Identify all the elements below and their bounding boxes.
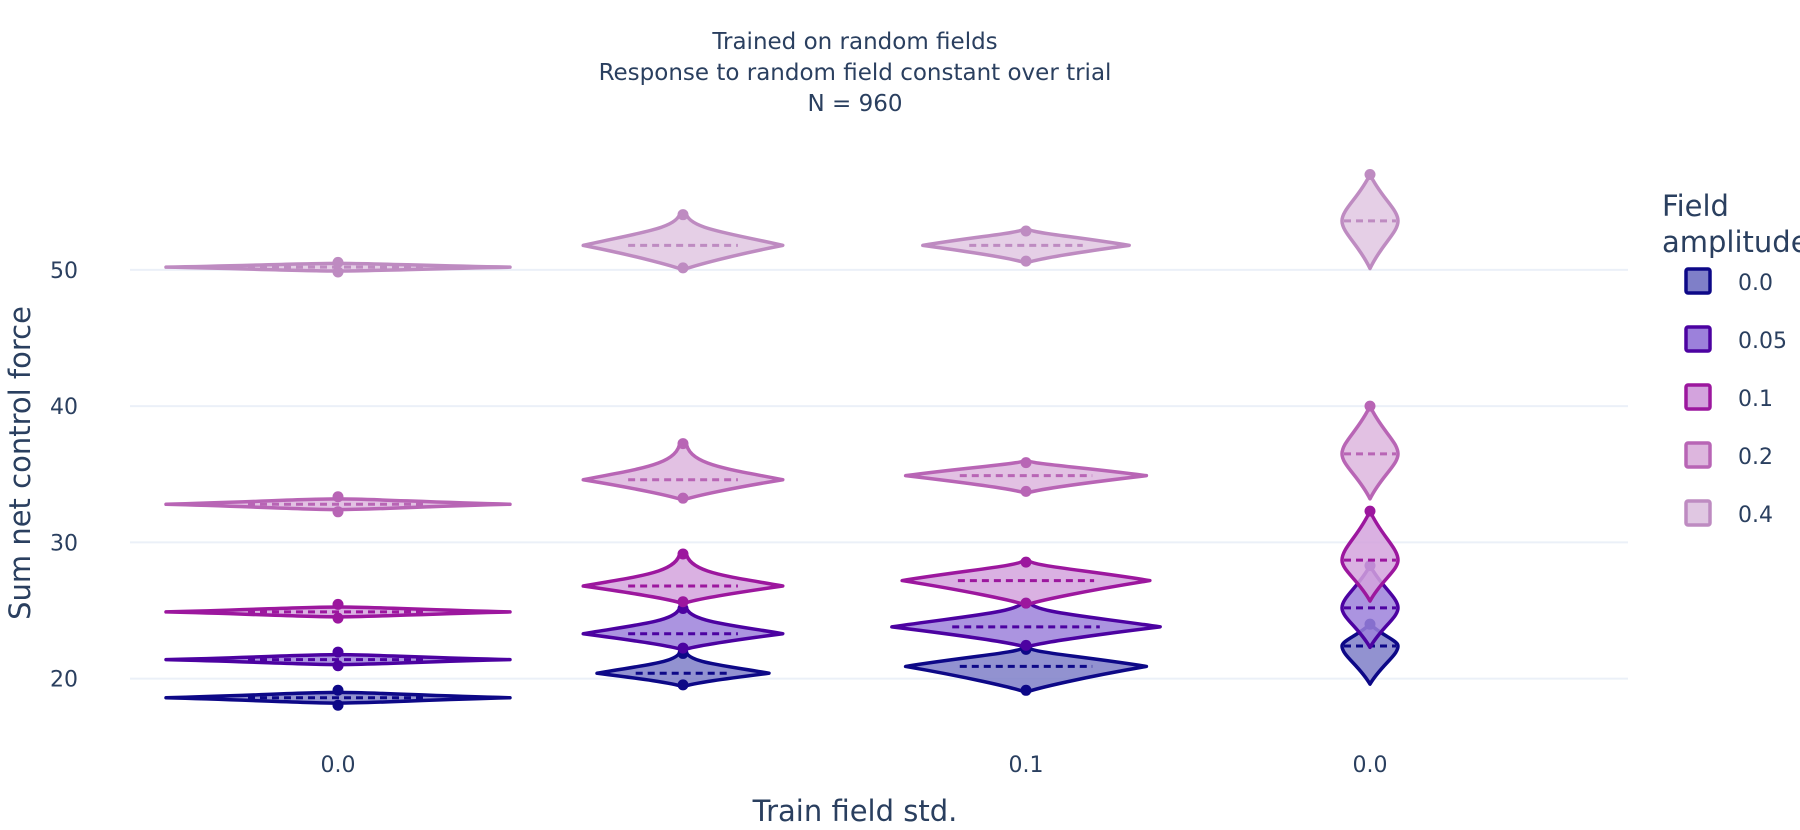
y-tick-label: 40 xyxy=(50,395,78,420)
violin-body xyxy=(581,550,785,606)
violin-min-point xyxy=(677,492,689,504)
legend-items: 0.0 0.05 0.1 0.2 0.4 xyxy=(1684,267,1787,528)
legend-swatch xyxy=(1684,499,1712,527)
violin-max-point xyxy=(677,438,689,450)
violin-body xyxy=(581,439,785,502)
y-axis-tick-labels: 20 30 40 50 xyxy=(50,259,78,693)
legend-label: 0.0 xyxy=(1738,271,1773,296)
x-tick-label: 0.0 xyxy=(1353,753,1388,778)
chart-title-line-3: N = 960 xyxy=(808,91,903,117)
series-0.0 xyxy=(164,618,1400,711)
violin-min-point xyxy=(1020,684,1032,696)
violin-body xyxy=(1340,622,1400,686)
violin-min-point xyxy=(677,642,689,654)
legend-item-0.0[interactable]: 0.0 xyxy=(1684,267,1773,296)
violin-min-point xyxy=(677,596,689,608)
violin-min-point xyxy=(332,699,344,711)
violin-max-point xyxy=(332,256,344,268)
series-0.05 xyxy=(164,560,1400,672)
legend: Field amplitude 0.0 0.05 0.1 0.2 0.4 xyxy=(1662,189,1800,528)
violin-max-point xyxy=(332,684,344,696)
legend-item-0.2[interactable]: 0.2 xyxy=(1684,441,1773,470)
legend-label: 0.05 xyxy=(1738,329,1787,354)
violin-min-point xyxy=(677,262,689,274)
violin-max-point xyxy=(1364,400,1376,412)
x-tick-label: 0.0 xyxy=(321,753,356,778)
legend-swatch xyxy=(1684,267,1712,295)
legend-item-0.1[interactable]: 0.1 xyxy=(1684,383,1773,412)
legend-swatch xyxy=(1684,441,1712,469)
legend-label: 0.2 xyxy=(1738,445,1773,470)
violin-min-point xyxy=(332,660,344,672)
legend-item-0.4[interactable]: 0.4 xyxy=(1684,499,1773,528)
legend-item-0.05[interactable]: 0.05 xyxy=(1684,325,1787,354)
legend-label: 0.4 xyxy=(1738,503,1773,528)
x-axis-tick-labels: 0.0 0.1 0.0 xyxy=(321,753,1388,778)
violin-max-point xyxy=(332,491,344,503)
legend-label: 0.1 xyxy=(1738,387,1773,412)
violin-body xyxy=(581,210,785,272)
violin-max-point xyxy=(1020,225,1032,237)
violin-min-point xyxy=(677,679,689,691)
violin-min-point xyxy=(1020,597,1032,609)
x-axis-title: Train field std. xyxy=(752,794,958,828)
violin-min-point xyxy=(332,506,344,518)
violin-max-point xyxy=(1364,169,1376,181)
violin-max-point xyxy=(332,646,344,658)
chart-title-line-1: Trained on random fields xyxy=(711,29,997,55)
series-0.1 xyxy=(164,505,1400,624)
legend-swatch xyxy=(1684,383,1712,411)
chart-title: Trained on random fields Response to ran… xyxy=(599,29,1112,117)
violin-max-point xyxy=(1020,457,1032,469)
violin-min-point xyxy=(1020,255,1032,267)
violin-body xyxy=(1340,509,1400,603)
violin-min-point xyxy=(332,612,344,624)
y-axis-title: Sum net control force xyxy=(3,306,37,620)
legend-title-line-1: Field xyxy=(1662,189,1729,223)
violin-max-point xyxy=(1020,556,1032,568)
violin-max-point xyxy=(677,209,689,221)
violin-max-point xyxy=(1364,505,1376,517)
violin-max-point xyxy=(677,548,689,560)
violin-max-point xyxy=(332,598,344,610)
violin-min-point xyxy=(1020,639,1032,651)
y-tick-label: 50 xyxy=(50,259,78,284)
y-tick-label: 20 xyxy=(50,668,78,693)
series-0.2 xyxy=(164,400,1400,518)
violin-min-point xyxy=(332,266,344,278)
y-tick-label: 30 xyxy=(50,531,78,556)
series-0.4 xyxy=(164,169,1400,278)
x-tick-label: 0.1 xyxy=(1009,753,1044,778)
violin-plot-area xyxy=(164,169,1400,711)
legend-title-line-2: amplitude xyxy=(1662,225,1800,259)
legend-swatch xyxy=(1684,325,1712,353)
chart-title-line-2: Response to random field constant over t… xyxy=(599,60,1112,86)
violin-min-point xyxy=(1020,485,1032,497)
